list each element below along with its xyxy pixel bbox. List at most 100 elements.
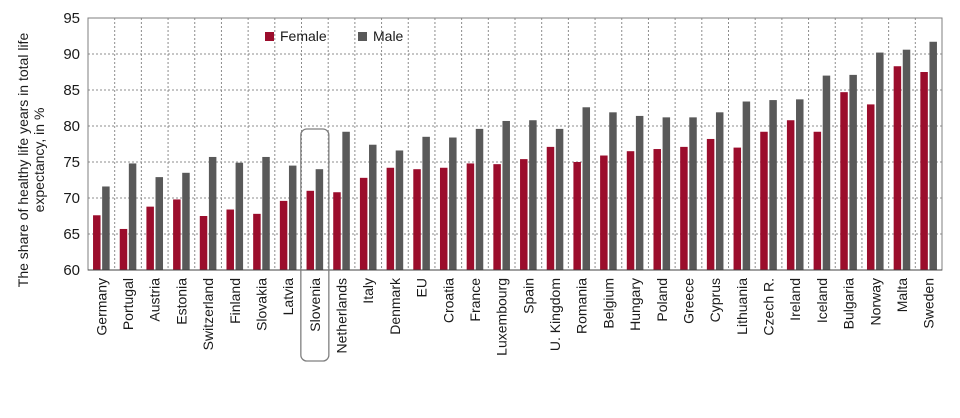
bar-male xyxy=(209,157,217,270)
bar-male xyxy=(342,132,350,270)
bar-female xyxy=(787,120,795,270)
bar-female xyxy=(280,201,288,270)
bar-male xyxy=(796,99,804,270)
x-tick-label: Poland xyxy=(654,278,670,322)
x-tick-label: France xyxy=(467,278,483,322)
bar-male xyxy=(502,121,510,270)
bar-female xyxy=(307,191,315,270)
x-tick-label: Lithuania xyxy=(734,278,750,335)
y-tick-label: 75 xyxy=(63,154,80,171)
bar-male xyxy=(876,53,884,270)
bar-female xyxy=(680,147,688,270)
bar-female xyxy=(760,132,768,270)
bar-female xyxy=(814,132,822,270)
bar-male xyxy=(449,138,457,270)
bar-female xyxy=(120,229,128,270)
bar-female xyxy=(653,149,661,270)
y-tick-label: 60 xyxy=(63,262,80,279)
bar-female xyxy=(920,72,928,270)
bar-male xyxy=(236,163,244,270)
legend-label: Female xyxy=(280,28,327,44)
y-tick-label: 95 xyxy=(63,10,80,27)
bar-female xyxy=(226,210,234,270)
bar-female xyxy=(600,156,608,270)
bar-male xyxy=(396,150,404,270)
bar-male xyxy=(689,117,697,270)
x-tick-label: Germany xyxy=(93,278,109,336)
bar-male xyxy=(316,169,324,270)
x-tick-label: Greece xyxy=(680,278,696,324)
x-tick-label: Switzerland xyxy=(200,278,216,350)
bar-male xyxy=(636,116,644,270)
bar-male xyxy=(743,102,751,270)
bar-female xyxy=(333,192,341,270)
x-tick-label: Finland xyxy=(227,278,243,324)
bar-female xyxy=(200,216,208,270)
x-tick-label: U. Kingdom xyxy=(547,278,563,351)
bar-female xyxy=(93,215,101,270)
bar-male xyxy=(903,50,911,270)
bar-female xyxy=(520,159,528,270)
bar-male xyxy=(102,186,110,270)
x-tick-label: Slovenia xyxy=(307,278,323,332)
bar-female xyxy=(867,104,875,270)
x-tick-label: EU xyxy=(414,278,430,297)
bar-male xyxy=(556,129,564,270)
bar-female xyxy=(734,148,742,270)
bar-female xyxy=(440,168,448,270)
bar-male xyxy=(129,163,137,270)
y-tick-label: 65 xyxy=(63,226,80,243)
x-tick-label: Slovakia xyxy=(253,278,269,331)
bar-female xyxy=(707,139,715,270)
bar-male xyxy=(929,42,937,270)
x-tick-label: Sweden xyxy=(921,278,937,329)
legend-swatch xyxy=(265,32,274,41)
x-tick-label: Austria xyxy=(147,278,163,322)
bar-male xyxy=(529,120,537,270)
bar-female xyxy=(387,168,395,270)
bar-male xyxy=(609,112,617,270)
bar-female xyxy=(146,207,154,270)
y-axis-label: The share of healthy life years in total… xyxy=(15,33,47,288)
bar-male xyxy=(823,76,831,270)
bar-male xyxy=(769,100,777,270)
x-tick-label: Bulgaria xyxy=(841,278,857,330)
bar-female xyxy=(493,164,501,270)
x-tick-label: Romania xyxy=(574,278,590,334)
x-tick-label: Denmark xyxy=(387,277,403,335)
bar-female xyxy=(360,178,368,270)
bar-male xyxy=(663,117,671,270)
y-tick-label: 90 xyxy=(63,46,80,63)
x-tick-label: Croatia xyxy=(440,278,456,323)
bar-female xyxy=(413,169,421,270)
bar-female xyxy=(894,66,902,270)
x-tick-label: Iceland xyxy=(814,278,830,323)
bar-male xyxy=(422,137,430,270)
y-tick-label: 80 xyxy=(63,118,80,135)
legend-label: Male xyxy=(373,28,404,44)
x-tick-label: Estonia xyxy=(173,278,189,325)
bar-male xyxy=(262,157,270,270)
bar-female xyxy=(173,199,181,270)
x-tick-label: Czech R. xyxy=(761,278,777,336)
bar-female xyxy=(253,214,261,270)
x-tick-label: Cyprus xyxy=(707,278,723,322)
x-tick-label: Hungary xyxy=(627,278,643,331)
x-tick-label: Latvia xyxy=(280,278,296,316)
y-tick-label: 70 xyxy=(63,190,80,207)
chart: 6065707580859095Germany Portugal Austria Es… xyxy=(0,0,960,418)
x-tick-label: Ireland xyxy=(787,278,803,321)
bar-male xyxy=(849,75,857,270)
bar-female xyxy=(573,162,581,270)
x-tick-label: Norway xyxy=(867,278,883,325)
x-tick-label: Belgium xyxy=(600,278,616,329)
bar-male xyxy=(369,145,377,270)
bar-male xyxy=(583,107,591,270)
bar-male xyxy=(476,129,484,270)
bar-male xyxy=(182,173,190,270)
bar-female xyxy=(840,92,848,270)
bar-male xyxy=(289,166,297,270)
x-tick-label: Spain xyxy=(520,278,536,314)
x-tick-label: Netherlands xyxy=(334,278,350,354)
x-tick-label: Luxembourg xyxy=(494,278,510,356)
